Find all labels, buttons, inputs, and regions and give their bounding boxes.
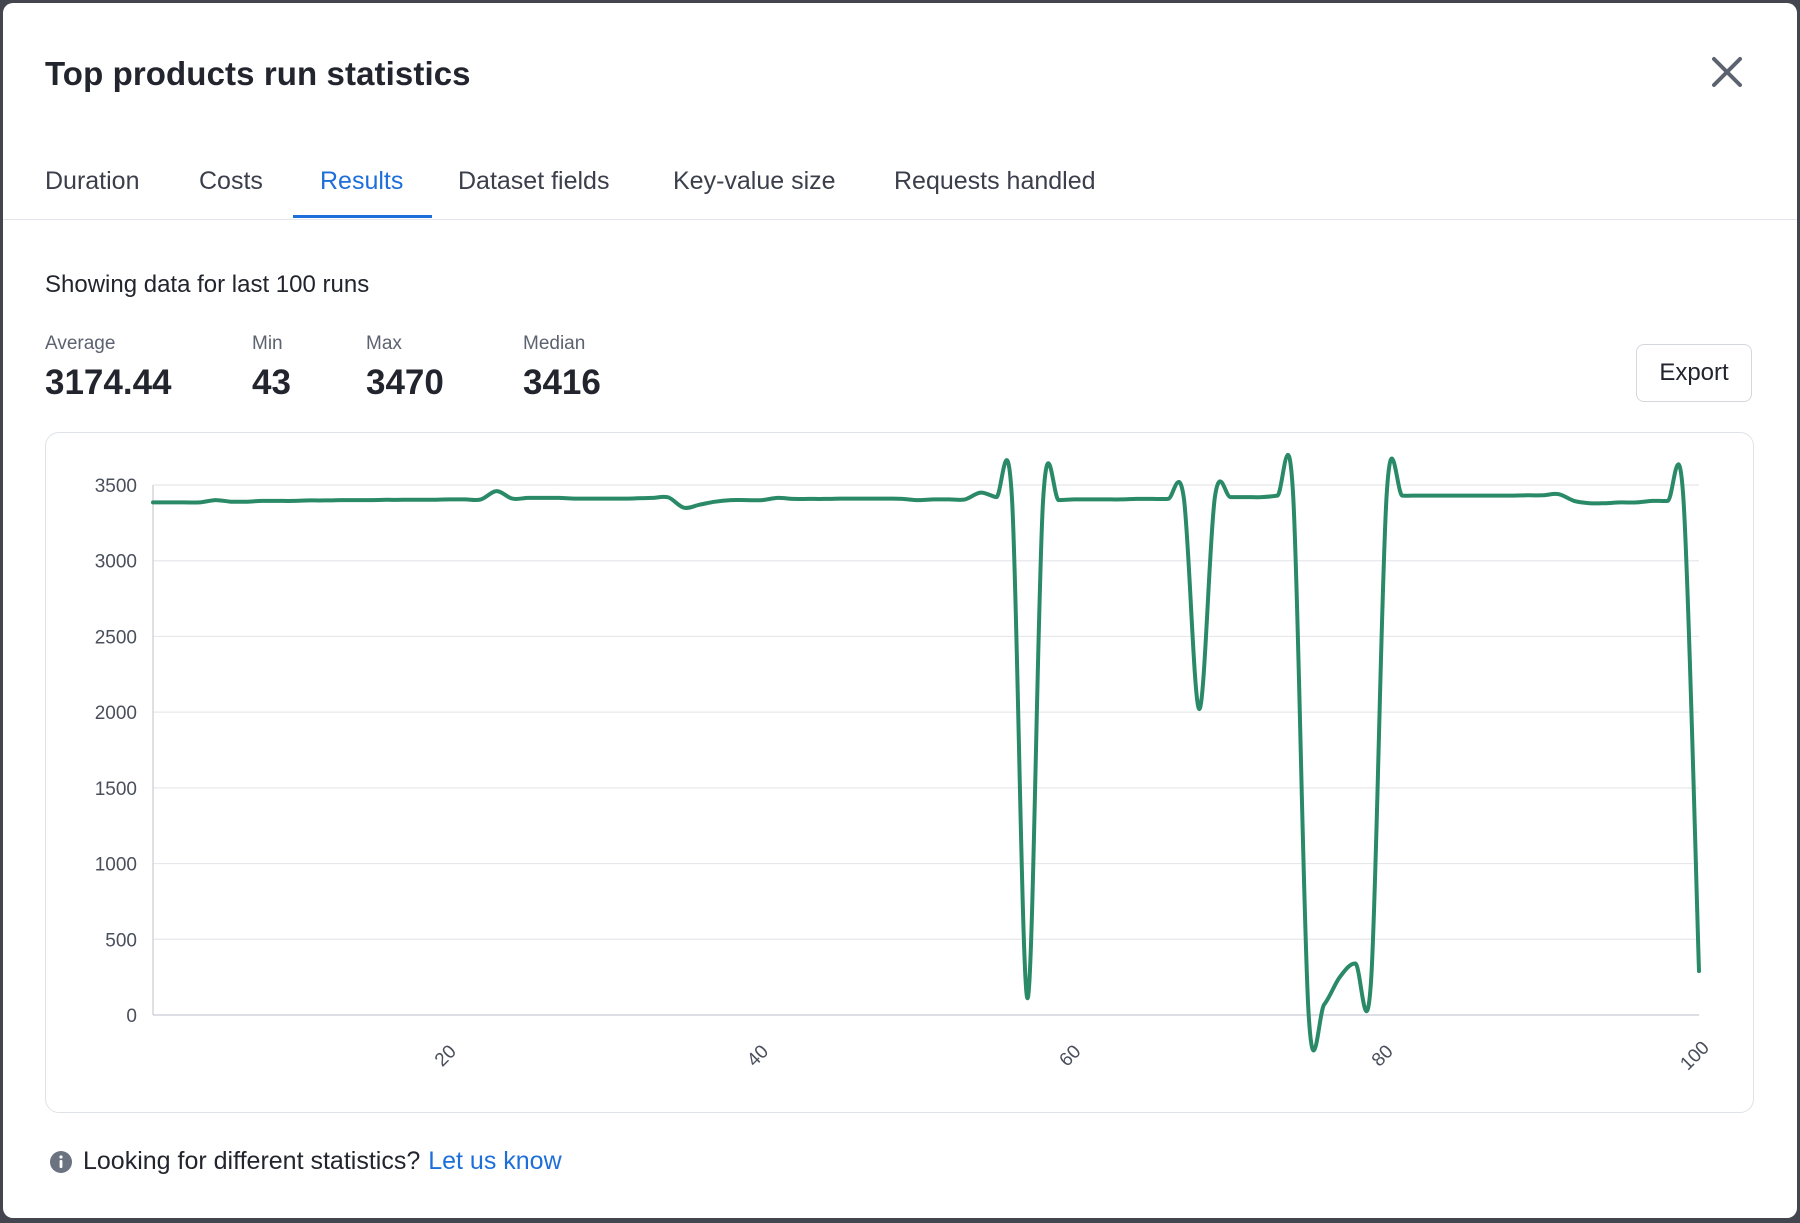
stat-min-label: Min <box>252 333 283 354</box>
x-tick-label: 60 <box>1056 1041 1086 1071</box>
export-button[interactable]: Export <box>1636 344 1752 402</box>
x-tick-label: 40 <box>743 1041 773 1071</box>
stat-max-label: Max <box>366 333 402 354</box>
stat-average-value: 3174.44 <box>45 363 172 402</box>
y-tick-label: 3500 <box>95 476 137 497</box>
tab-results[interactable]: Results <box>320 167 404 195</box>
tab-key-value-size[interactable]: Key-value size <box>673 167 836 195</box>
y-tick-label: 3000 <box>95 552 137 573</box>
y-tick-label: 500 <box>105 930 137 951</box>
stat-median-label: Median <box>523 333 586 354</box>
stat-median-value: 3416 <box>523 363 601 402</box>
stat-average: Average 3174.44 <box>45 333 172 403</box>
footer-text: Looking for different statistics? <box>83 1147 421 1175</box>
footer-hint: Looking for different statistics? Let us… <box>49 1147 562 1176</box>
active-tab-indicator <box>293 215 432 218</box>
stat-average-label: Average <box>45 333 116 354</box>
tab-duration[interactable]: Duration <box>45 167 140 195</box>
tab-requests-handled[interactable]: Requests handled <box>894 167 1096 195</box>
x-tick-label: 20 <box>431 1041 461 1071</box>
stat-max: Max 3470 <box>366 333 444 403</box>
x-tick-label: 100 <box>1676 1037 1713 1074</box>
results-line-chart: 0 500 1000 1500 2000 2500 3000 3500 20 40 60 80 100 <box>95 453 1714 1075</box>
stat-min: Min 43 <box>252 333 291 403</box>
y-tick-label: 0 <box>126 1006 137 1027</box>
tab-dataset-fields[interactable]: Dataset fields <box>458 167 610 195</box>
y-tick-label: 2000 <box>95 703 137 724</box>
tab-bar: Duration Costs Results Dataset fields Ke… <box>3 153 1797 220</box>
stat-min-value: 43 <box>252 363 291 402</box>
stat-median: Median 3416 <box>523 333 601 403</box>
showing-runs-text: Showing data for last 100 runs <box>45 271 370 298</box>
tab-costs[interactable]: Costs <box>199 167 263 195</box>
y-tick-label: 1000 <box>95 855 137 876</box>
statistics-dialog: Top products run statistics Duration Cos… <box>3 3 1797 1218</box>
series-line <box>151 453 1701 1053</box>
info-icon <box>50 1150 72 1173</box>
y-tick-label: 2500 <box>95 627 137 648</box>
let-us-know-link[interactable]: Let us know <box>428 1147 562 1175</box>
close-icon[interactable] <box>1706 51 1748 93</box>
x-tick-label: 80 <box>1368 1041 1398 1071</box>
dialog-title: Top products run statistics <box>45 55 471 92</box>
y-tick-label: 1500 <box>95 779 137 800</box>
results-chart: 0 500 1000 1500 2000 2500 3000 3500 20 40 60 80 100 <box>45 432 1754 1113</box>
stat-max-value: 3470 <box>366 363 444 402</box>
